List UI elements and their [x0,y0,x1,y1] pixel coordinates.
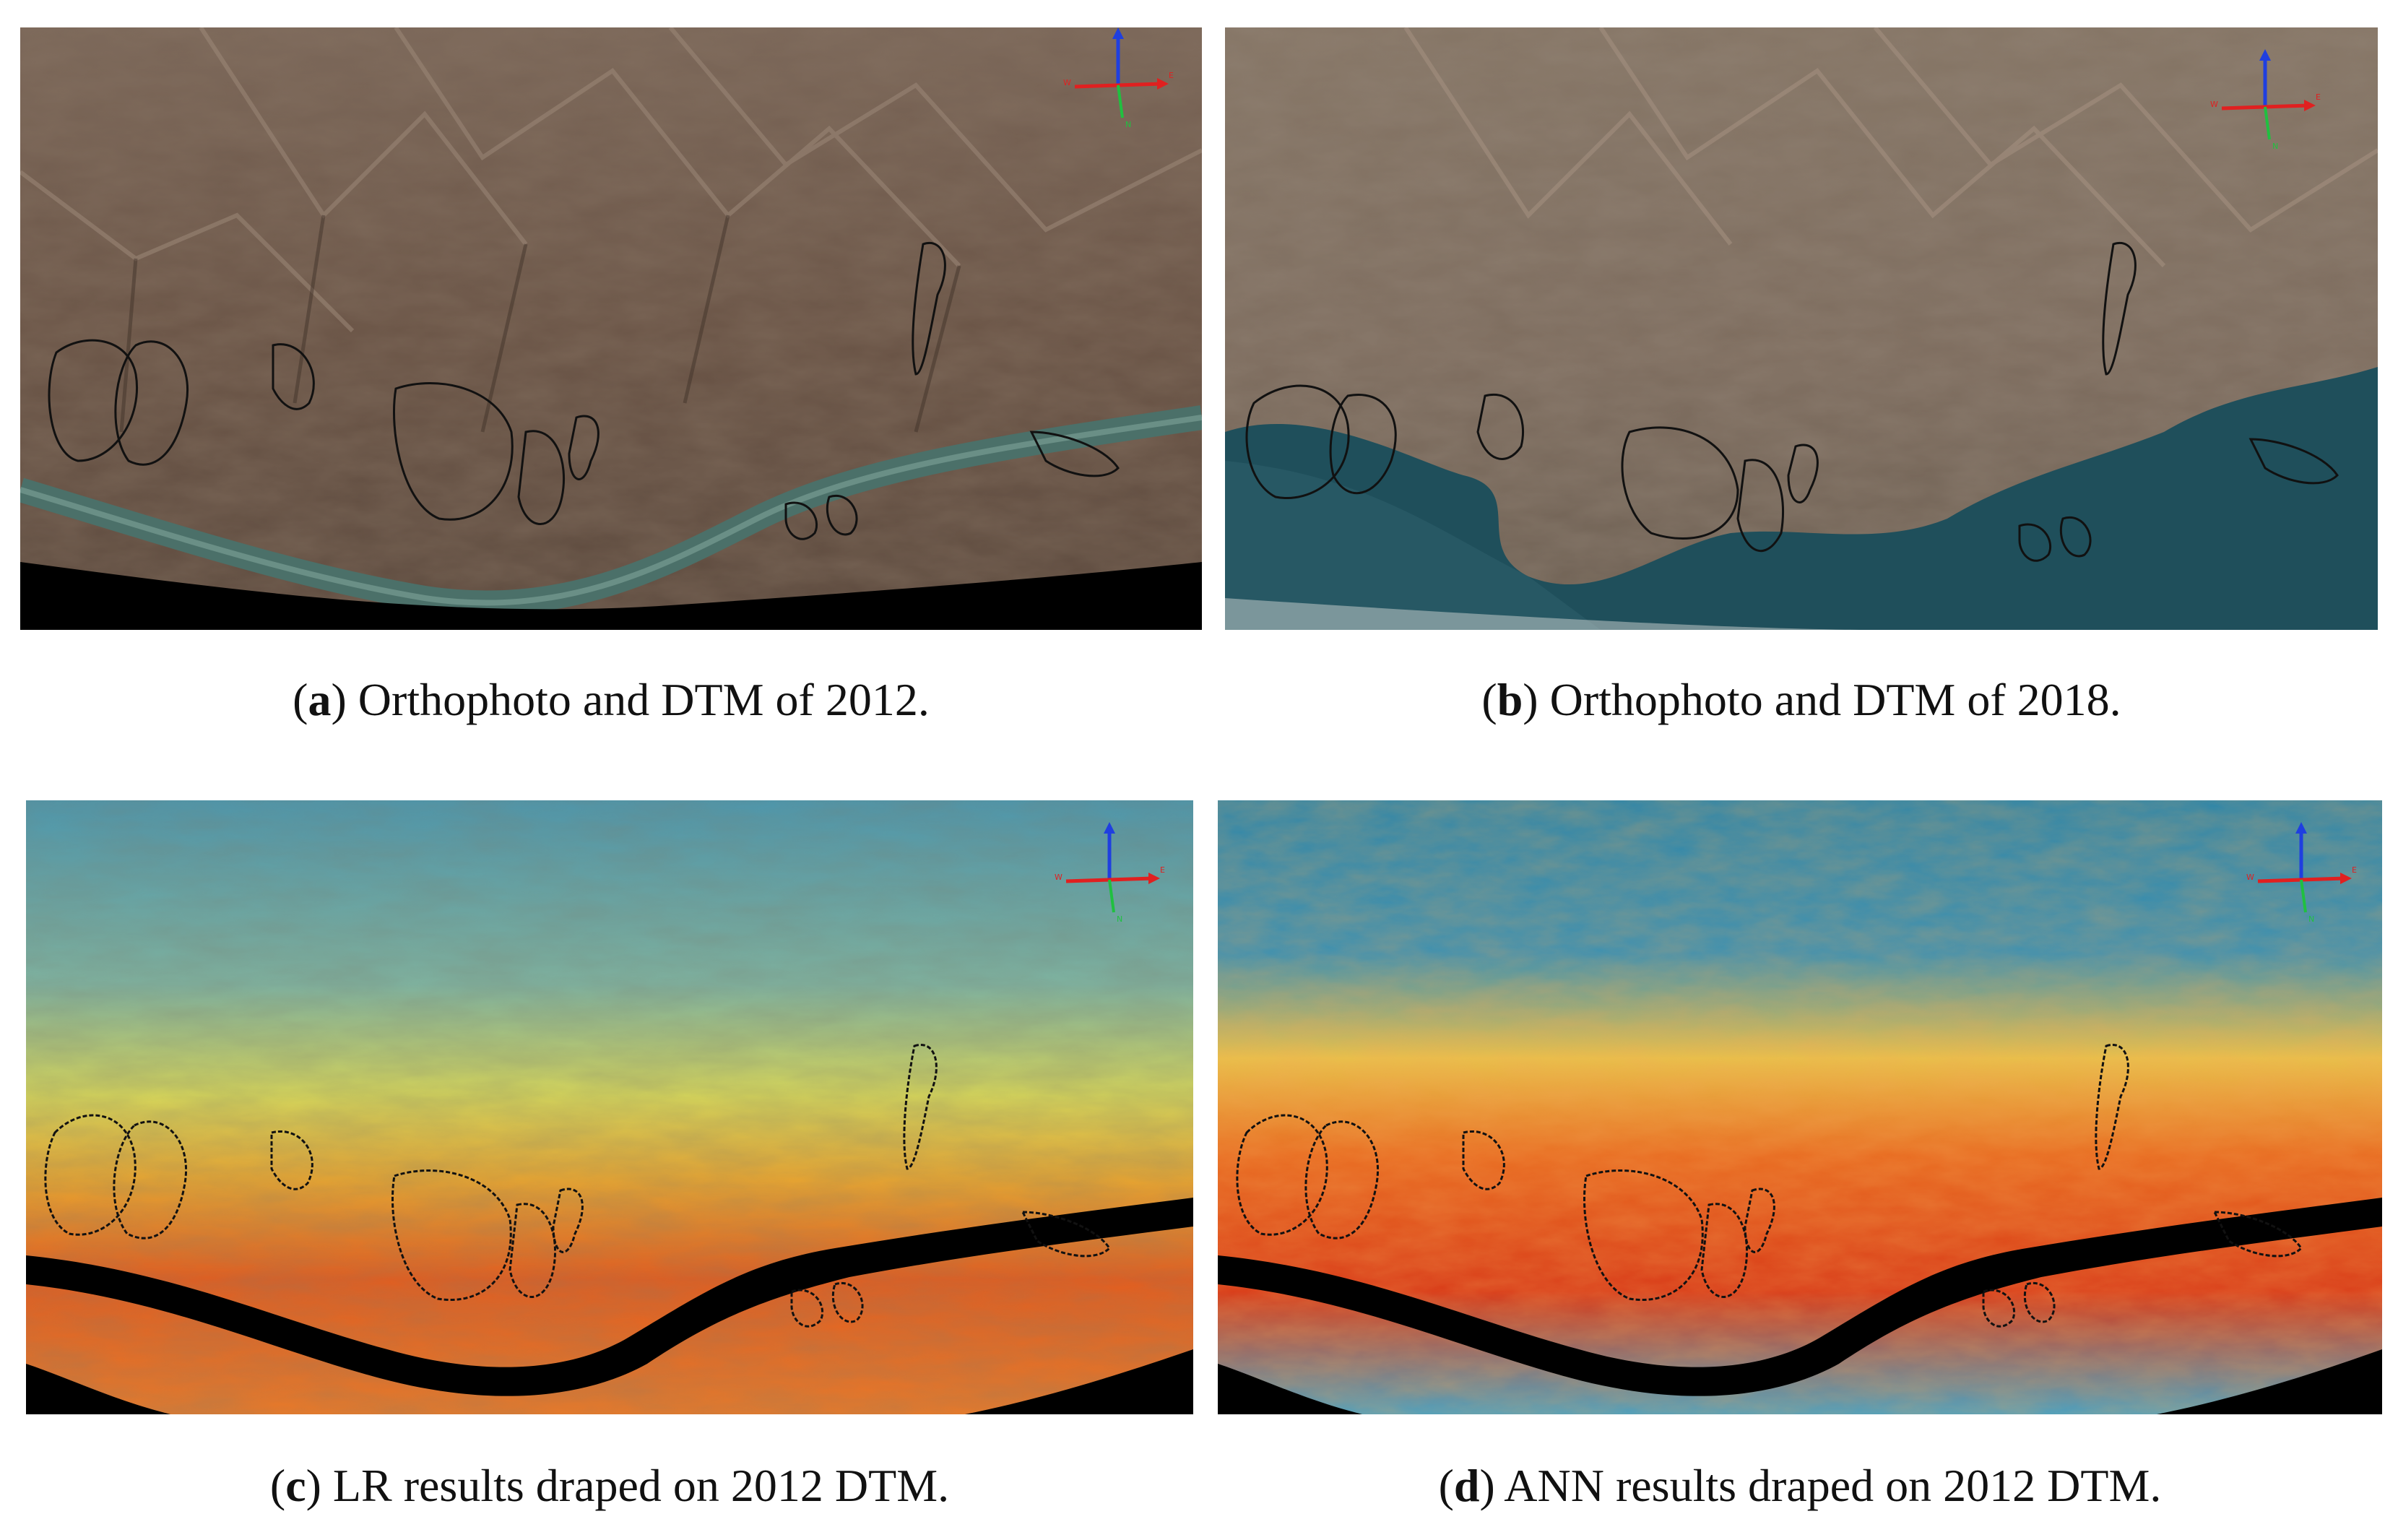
axis-label-west: W [2210,100,2218,109]
axis-label-west: W [1055,873,1062,882]
axis-label-north: N [2308,914,2314,924]
caption-open-paren: ( [269,1460,286,1511]
axis-gizmo-b: E W N [2207,49,2323,165]
panel-c-lr-results: E W N [26,800,1193,1414]
panel-d-ann-results: E W N [1218,800,2382,1414]
axis-label-east: E [2352,865,2357,875]
caption-text-b: ) Orthophoto and DTM of 2018. [1523,674,2121,725]
lr-susceptibility-map [26,800,1193,1414]
panel-b-orthophoto-2018: E W N [1225,27,2378,630]
axis-label-north: N [2272,142,2278,151]
caption-b: (b) Orthophoto and DTM of 2018. [1225,673,2378,727]
landslide-outlines [1245,241,2339,562]
caption-letter-d: d [1453,1460,1480,1511]
axis-label-west: W [2246,873,2254,882]
landslide-outlines [44,1043,1111,1328]
axis-label-west: W [1063,78,1071,87]
terrain-image-2012 [20,27,1202,630]
river-mask [26,1198,1193,1396]
axis-gizmo-d: E W N [2243,822,2359,938]
axis-gizmo-a: E W N [1060,27,1176,143]
landslide-outlines [1236,1043,2303,1328]
axis-label-east: E [1160,865,1165,875]
caption-text-c: ) LR results draped on 2012 DTM. [306,1460,950,1511]
landslide-outlines [48,241,1120,540]
panel-a-orthophoto-2012: E W N [20,27,1202,630]
caption-open-paren: ( [1481,674,1497,725]
axis-label-north: N [1125,120,1131,129]
caption-open-paren: ( [293,674,308,725]
caption-open-paren: ( [1438,1460,1454,1511]
axis-gizmo-c: E W N [1052,822,1167,938]
caption-text-d: ) ANN results draped on 2012 DTM. [1479,1460,2162,1511]
axis-label-east: E [1169,71,1174,80]
axis-label-east: E [2316,92,2321,102]
caption-letter-a: a [308,674,332,725]
terrain-image-2018 [1225,27,2378,630]
caption-text-a: ) Orthophoto and DTM of 2012. [331,674,930,725]
caption-letter-c: c [285,1460,306,1511]
river-mask [1218,1198,2382,1396]
caption-a: (a) Orthophoto and DTM of 2012. [20,673,1202,727]
caption-c: (c) LR results draped on 2012 DTM. [26,1459,1193,1513]
reservoir [1225,367,2378,630]
caption-d: (d) ANN results draped on 2012 DTM. [1218,1459,2382,1513]
axis-label-north: N [1117,914,1122,924]
ann-susceptibility-map [1218,800,2382,1414]
caption-letter-b: b [1497,674,1523,725]
